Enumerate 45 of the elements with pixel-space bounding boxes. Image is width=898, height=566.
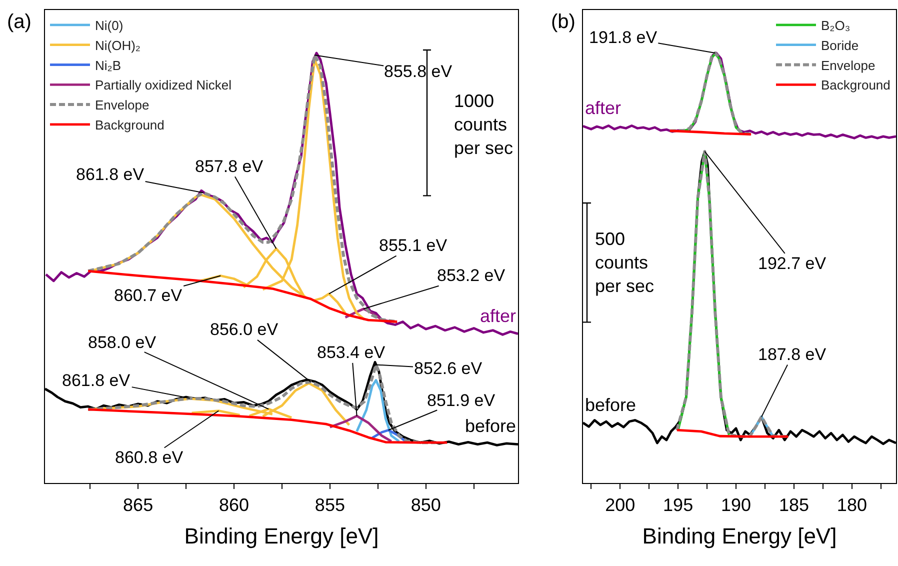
x-axis-title: Binding Energy [eV]	[642, 524, 837, 549]
legend-label: Envelope	[821, 58, 876, 73]
annotation: after	[585, 98, 622, 118]
legend-label: Ni(0)	[95, 18, 124, 34]
annotation: 852.6 eV	[414, 359, 483, 378]
legend-label: Envelope	[95, 98, 150, 113]
annotation: 860.8 eV	[115, 448, 184, 467]
x-tick-label: 865	[123, 494, 154, 515]
legend-label: Ni₂B	[95, 58, 121, 73]
x-tick-label: 180	[836, 494, 867, 515]
annotation: 855.1 eV	[379, 236, 448, 255]
x-tick-label: 850	[410, 494, 441, 515]
annotation: before	[585, 395, 636, 415]
annotation: 853.4 eV	[317, 343, 386, 362]
annotation: 191.8 eV	[589, 28, 658, 47]
legend-label: Ni(OH)₂	[95, 38, 140, 53]
legend-label: Background	[821, 78, 890, 93]
x-axis-title: Binding Energy [eV]	[184, 524, 379, 549]
annotation: 856.0 eV	[210, 320, 279, 339]
x-tick-label: 195	[663, 494, 694, 515]
annotation: 500 counts per sec	[595, 229, 654, 296]
annotation: 855.8 eV	[384, 62, 453, 81]
x-tick-label: 855	[314, 494, 345, 515]
annotation: after	[480, 306, 516, 326]
x-tick-label: 200	[605, 494, 636, 515]
annotation: 860.7 eV	[114, 286, 183, 305]
legend-label: Background	[95, 118, 164, 133]
annotation: 1000 counts per sec	[454, 91, 514, 158]
text: (a)	[7, 11, 32, 33]
legend-label: Boride	[821, 38, 859, 53]
annotation: before	[465, 416, 516, 436]
x-tick-label: 860	[218, 494, 250, 515]
text: (b)	[551, 11, 576, 33]
annotation: 861.8 eV	[62, 371, 131, 390]
legend-label: B₂O₃	[821, 18, 850, 34]
annotation: 187.8 eV	[758, 345, 827, 364]
annotation: 858.0 eV	[88, 333, 157, 352]
annotation: 861.8 eV	[76, 165, 145, 184]
annotation: 851.9 eV	[427, 391, 496, 410]
legend-label: Partially oxidized Nickel	[95, 78, 232, 93]
annotation: 857.8 eV	[195, 157, 264, 176]
x-tick-label: 190	[720, 494, 752, 515]
x-tick-label: 185	[778, 494, 810, 515]
annotation: 192.7 eV	[758, 254, 827, 273]
annotation: 853.2 eV	[437, 266, 506, 285]
